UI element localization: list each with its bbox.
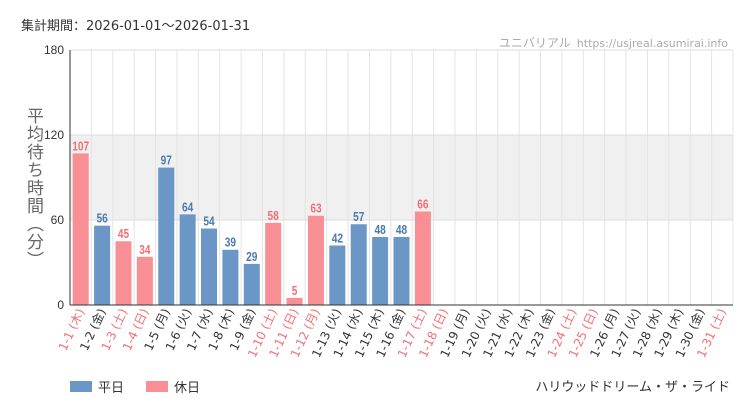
bar-value-label: 54 bbox=[203, 214, 215, 228]
wait-time-bar-chart: 0 60 120 180 107 56 45 34 97 64 54 39 29 58 5 63 42 57 48… bbox=[44, 43, 734, 360]
bar bbox=[94, 225, 111, 305]
bar-value-label: 56 bbox=[96, 212, 108, 226]
y-tick-label: 180 bbox=[44, 43, 64, 57]
bar-value-label: 63 bbox=[310, 202, 322, 216]
ride-name: ハリウッドドリーム・ザ・ライド bbox=[535, 380, 730, 395]
shaded-band bbox=[70, 135, 733, 220]
source-credit: ユニバリアル https://usjreal.asumirai.info bbox=[499, 34, 728, 51]
bar-value-label: 97 bbox=[161, 153, 172, 167]
bar bbox=[222, 249, 239, 305]
bar bbox=[307, 215, 324, 305]
legend-label-holiday: 休日 bbox=[174, 381, 201, 396]
bar bbox=[393, 237, 410, 305]
legend-item-weekday: 平日 bbox=[70, 377, 124, 396]
y-axis-label: 平均待ち時間（分） bbox=[23, 107, 43, 269]
y-tick-label: 60 bbox=[51, 213, 65, 227]
bar bbox=[201, 228, 218, 305]
bar-value-label: 48 bbox=[374, 223, 386, 237]
source-url: https://usjreal.asumirai.info bbox=[576, 37, 728, 50]
collection-period: 集計期間：2026-01-01～2026-01-31 bbox=[21, 19, 251, 34]
bar bbox=[329, 245, 346, 305]
bar-value-label: 34 bbox=[139, 243, 151, 257]
weekday-swatch bbox=[70, 381, 92, 392]
bar bbox=[350, 224, 367, 305]
bar-value-label: 66 bbox=[417, 197, 429, 211]
bar-value-label: 29 bbox=[246, 250, 258, 264]
legend-item-holiday: 休日 bbox=[146, 377, 200, 396]
bar-value-label: 107 bbox=[72, 139, 89, 153]
legend-label-weekday: 平日 bbox=[98, 381, 125, 396]
bar bbox=[243, 263, 260, 305]
bar bbox=[265, 222, 282, 305]
bar-value-label: 48 bbox=[396, 223, 408, 237]
bar bbox=[179, 214, 196, 305]
bar bbox=[372, 237, 389, 305]
bar-value-label: 39 bbox=[225, 236, 237, 250]
bar bbox=[158, 167, 175, 305]
bar-value-label: 5 bbox=[292, 284, 298, 298]
y-tick-label: 0 bbox=[57, 298, 64, 312]
bar-value-label: 64 bbox=[182, 200, 194, 214]
bar-value-label: 57 bbox=[353, 210, 364, 224]
bar bbox=[115, 241, 132, 305]
bar bbox=[136, 256, 153, 305]
bar bbox=[414, 211, 431, 305]
bar-value-label: 58 bbox=[268, 209, 280, 223]
holiday-swatch bbox=[146, 381, 169, 392]
y-tick-label: 120 bbox=[44, 128, 64, 142]
legend: 平日 休日 bbox=[70, 377, 200, 396]
bar bbox=[286, 297, 303, 305]
bar-value-label: 45 bbox=[118, 227, 130, 241]
source-name: ユニバリアル bbox=[498, 36, 571, 50]
bar bbox=[72, 153, 89, 305]
bar-value-label: 42 bbox=[332, 231, 344, 245]
